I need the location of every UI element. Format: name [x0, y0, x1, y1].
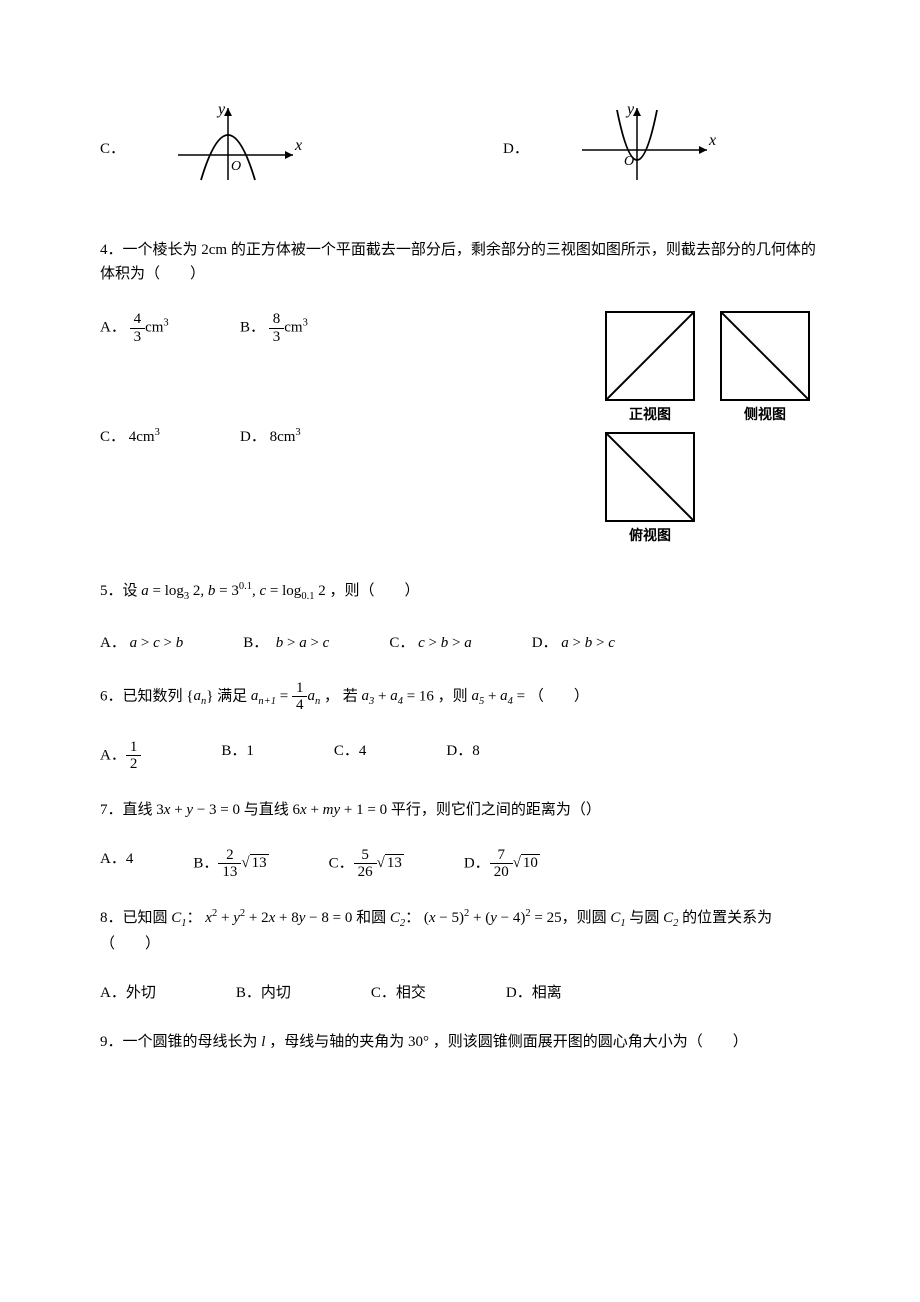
q4-optA: A． 43cm3 [100, 311, 240, 345]
view-side-label: 侧视图 [744, 405, 786, 427]
q8-optD: D．相离 [506, 981, 562, 1005]
q3-graph-c: x y O [173, 100, 303, 198]
q3-options-row: C． x y O D． x y O [100, 100, 820, 198]
q5-text: 5．设 a = log3 2, b = 30.1, c = log0.1 2 ，… [100, 579, 820, 606]
q9-text: 9．一个圆锥的母线长为 l ，母线与轴的夹角为 30° ，则该圆锥侧面展开图的圆… [100, 1030, 820, 1054]
q6-optB: B．1 [221, 739, 254, 773]
svg-text:x: x [294, 137, 302, 154]
three-views-diagram: 正视图 侧视图 俯视图 [595, 311, 820, 549]
q7-optD: D．720√10 [464, 847, 540, 881]
q5-optD: D． a > b > c [532, 631, 615, 655]
q8-optA: A．外切 [100, 981, 156, 1005]
q7-optA: A．4 [100, 847, 133, 881]
q6-optC: C．4 [334, 739, 367, 773]
q3-optD-label: D． [503, 137, 529, 161]
q6-optA: A．12 [100, 739, 141, 773]
q6-optD: D．8 [446, 739, 479, 773]
q7-text: 7．直线 3x + y − 3 = 0 与直线 6x + my + 1 = 0 … [100, 798, 820, 822]
svg-text:O: O [624, 154, 634, 169]
q8-optC: C．相交 [371, 981, 426, 1005]
q8-options: A．外切 B．内切 C．相交 D．相离 [100, 981, 820, 1005]
q4-optC: C． 4cm3 [100, 425, 240, 449]
q5-optC: C． c > b > a [389, 631, 471, 655]
q6-text: 6．已知数列 {an} 满足 an+1 = 14an ， 若 a3 + a4 =… [100, 680, 820, 714]
q4-body: A． 43cm3 B． 83cm3 C． 4cm3 D． 8cm3 正视图 [100, 311, 820, 549]
q7-options: A．4 B．213√13 C．526√13 D．720√10 [100, 847, 820, 881]
q4-optD: D． 8cm3 [240, 425, 380, 449]
q5-optB: B． b > a > c [243, 631, 329, 655]
q7-optC: C．526√13 [329, 847, 404, 881]
view-top-label: 俯视图 [629, 526, 671, 548]
q6-options: A．12 B．1 C．4 D．8 [100, 739, 820, 773]
svg-text:y: y [625, 101, 635, 118]
q4-optB: B． 83cm3 [240, 311, 380, 345]
q8-optB: B．内切 [236, 981, 291, 1005]
svg-text:O: O [231, 159, 241, 174]
q8-text: 8．已知圆 C1： x2 + y2 + 2x + 8y − 8 = 0 和圆 C… [100, 906, 820, 957]
q5-optA: A． a > c > b [100, 631, 183, 655]
q5-options: A． a > c > b B． b > a > c C． c > b > a D… [100, 631, 820, 655]
q4-text: 4．一个棱长为 2cm 的正方体被一个平面截去一部分后，剩余部分的三视图如图所示… [100, 238, 820, 286]
q7-optB: B．213√13 [193, 847, 268, 881]
view-front-label: 正视图 [629, 405, 671, 427]
svg-text:x: x [708, 132, 716, 149]
q3-optC-label: C． [100, 137, 125, 161]
q3-graph-d: x y O [577, 100, 717, 198]
svg-text:y: y [216, 101, 226, 118]
